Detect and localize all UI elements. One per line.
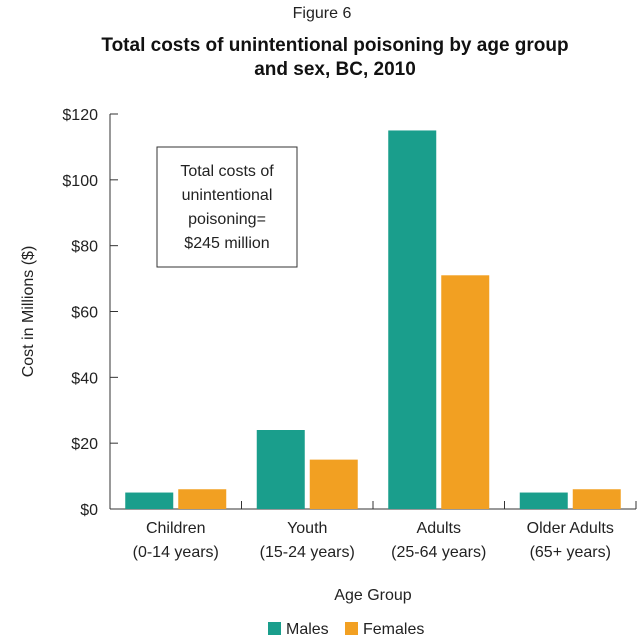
y-tick-label: $60: [71, 305, 98, 322]
legend-swatch-females: [345, 622, 358, 635]
bar-males: [388, 130, 437, 510]
x-tick-label: Adults: [417, 520, 461, 537]
annotation-line: $245 million: [184, 235, 269, 252]
bar-females: [309, 459, 358, 509]
x-tick-label: Youth: [287, 520, 327, 537]
bar-males: [256, 430, 305, 509]
bar-females: [572, 489, 621, 509]
y-tick-label: $80: [71, 239, 98, 256]
bar-males: [519, 492, 568, 509]
y-tick-label: $40: [71, 370, 98, 387]
legend-swatch-males: [268, 622, 281, 635]
annotation-line: poisoning=: [188, 211, 266, 228]
x-tick-label-sub: (15-24 years): [260, 544, 355, 561]
y-tick-label: $120: [62, 107, 98, 124]
bar-females: [441, 275, 490, 509]
x-tick-label: Older Adults: [527, 520, 614, 537]
x-tick-label-sub: (0-14 years): [133, 544, 219, 561]
annotation-line: unintentional: [182, 187, 273, 204]
figure-label: Figure 6: [292, 5, 352, 22]
x-tick-label: Children: [146, 520, 206, 537]
chart-title: Total costs of unintentional poisoning b…: [40, 34, 630, 82]
x-tick-label-sub: (65+ years): [530, 544, 611, 561]
chart-title-line-2: and sex, BC, 2010: [254, 59, 416, 80]
annotation-box: [156, 146, 298, 268]
bar-males: [125, 492, 174, 509]
chart-title-line-1: Total costs of unintentional poisoning b…: [101, 35, 569, 56]
x-tick-label-sub: (25-64 years): [391, 544, 486, 561]
legend-label-females: Females: [363, 621, 424, 638]
bar-females: [178, 489, 227, 509]
annotation-line: Total costs of: [180, 163, 274, 180]
y-tick-label: $100: [62, 173, 98, 190]
legend-label-males: Males: [286, 621, 329, 638]
y-axis-title: Cost in Millions ($): [20, 246, 37, 378]
y-tick-label: $0: [80, 502, 98, 519]
y-tick-label: $20: [71, 436, 98, 453]
x-axis-title: Age Group: [334, 587, 411, 604]
